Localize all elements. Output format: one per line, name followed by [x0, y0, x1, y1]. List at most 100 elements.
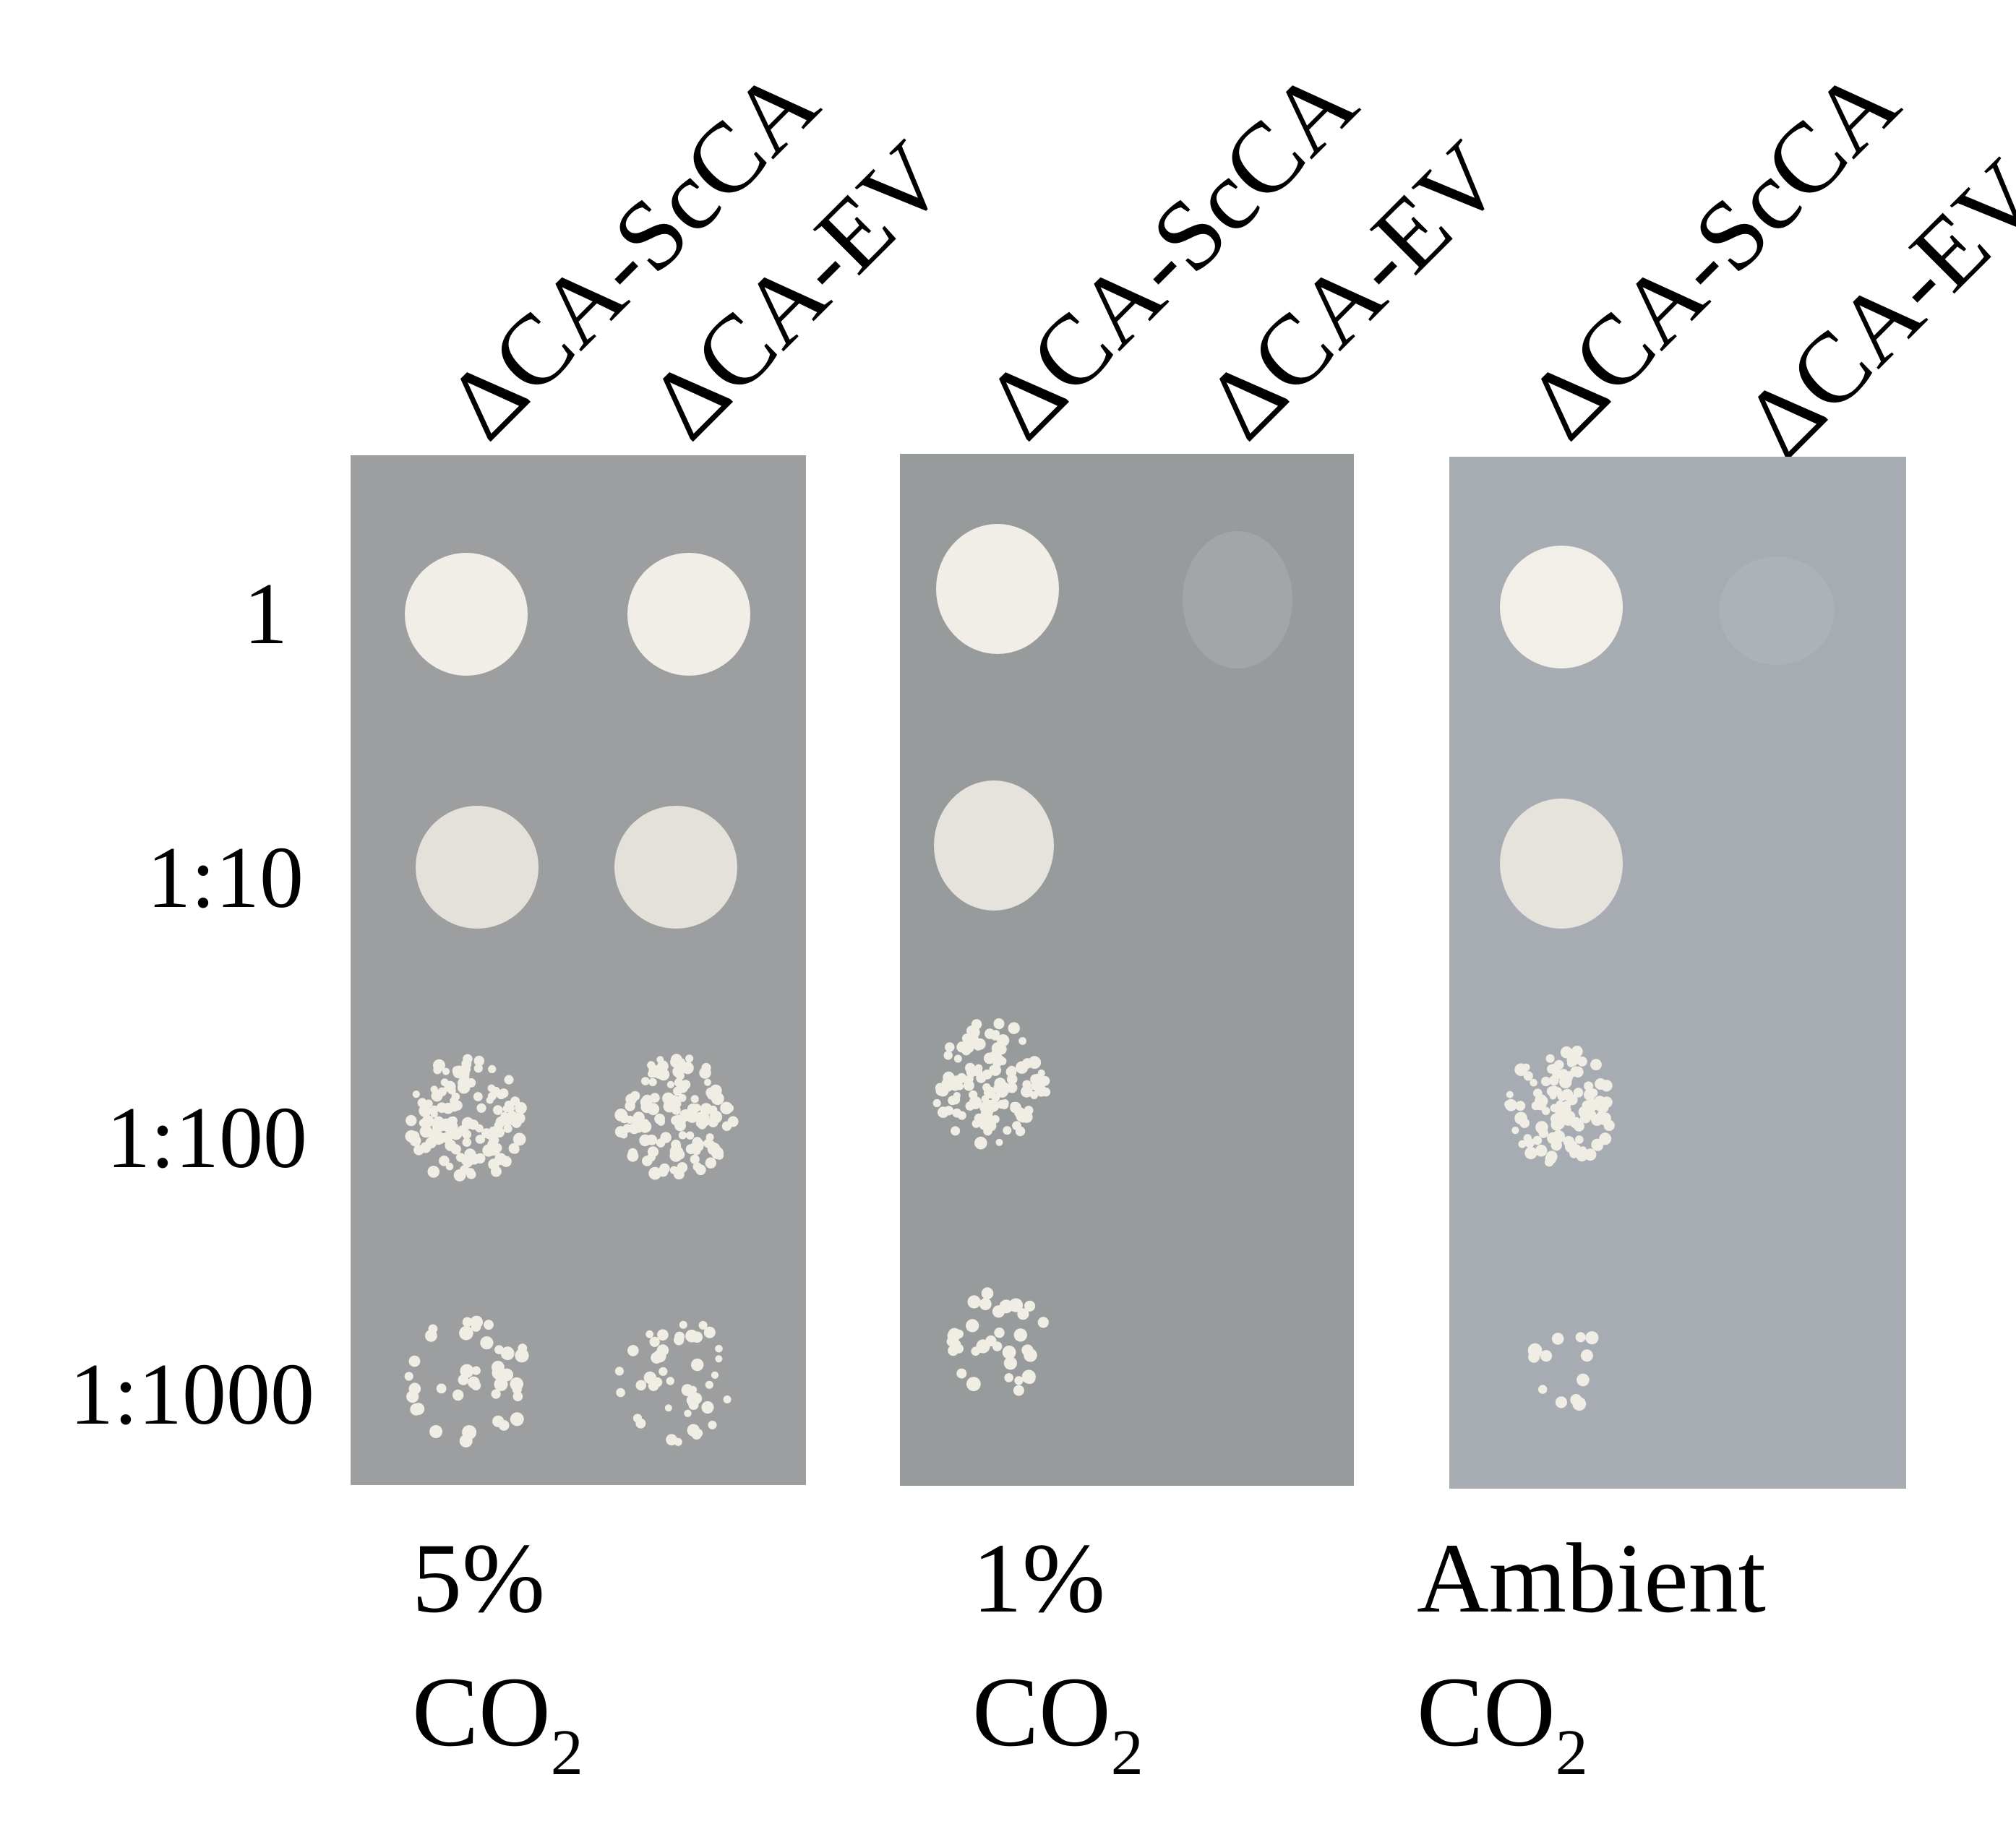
dilution-label: 1:100 — [106, 1089, 307, 1187]
colony — [711, 1371, 719, 1379]
colony — [666, 1080, 675, 1088]
colony — [1595, 1078, 1607, 1090]
colony — [961, 1046, 971, 1056]
colony — [953, 1092, 961, 1100]
colony — [487, 1084, 496, 1093]
colony — [473, 1055, 484, 1067]
colony — [666, 1377, 674, 1385]
colony — [986, 1099, 994, 1108]
colony — [725, 1104, 734, 1113]
colony — [1528, 1351, 1540, 1363]
colony — [1584, 1081, 1594, 1091]
colony — [1545, 1054, 1555, 1063]
colony — [1541, 1076, 1551, 1087]
colony — [701, 1401, 714, 1414]
colony — [647, 1103, 660, 1116]
colony — [641, 1119, 649, 1127]
colony — [503, 1124, 512, 1133]
colony — [410, 1403, 422, 1416]
colony — [691, 1358, 704, 1372]
spot-colonies — [1504, 1046, 1615, 1167]
colony — [664, 1404, 672, 1412]
colony — [990, 1064, 1001, 1076]
colony — [1535, 1098, 1547, 1111]
colony — [461, 1117, 474, 1130]
colony — [690, 1154, 700, 1164]
colony — [625, 1101, 635, 1111]
colony — [1514, 1063, 1527, 1076]
colony — [690, 1095, 699, 1104]
colony — [490, 1166, 502, 1177]
colony — [985, 1335, 997, 1347]
colony — [967, 1295, 981, 1309]
colony — [491, 1389, 501, 1399]
colony — [1584, 1148, 1597, 1161]
colony — [1002, 1345, 1016, 1359]
colony — [507, 1117, 516, 1125]
colony — [966, 1025, 977, 1036]
colony — [965, 1062, 976, 1074]
colony — [1022, 1080, 1031, 1090]
colony — [425, 1330, 437, 1342]
colony — [657, 1117, 665, 1126]
colony — [1018, 1037, 1026, 1045]
colony — [645, 1330, 654, 1338]
colony — [686, 1394, 699, 1406]
colony — [513, 1112, 526, 1124]
colony — [945, 1042, 955, 1052]
colony — [494, 1153, 507, 1166]
colony — [475, 1124, 484, 1133]
colony — [451, 1092, 460, 1101]
colony — [678, 1131, 687, 1140]
colony — [404, 1372, 413, 1381]
colony — [489, 1126, 499, 1137]
colony — [518, 1343, 528, 1354]
colony — [1580, 1349, 1593, 1362]
colony — [427, 1166, 440, 1178]
spot-colonies — [932, 1018, 1051, 1150]
colony — [1523, 1134, 1532, 1143]
colony — [463, 1054, 473, 1064]
colony — [473, 1064, 483, 1073]
condition-label: Ambient — [1417, 1523, 1766, 1633]
spot-sparse-colonies — [614, 1320, 732, 1446]
colony — [705, 1380, 713, 1389]
colony — [1561, 1114, 1572, 1126]
colony — [1556, 1100, 1564, 1109]
colony — [1575, 1332, 1586, 1343]
colony — [408, 1355, 421, 1367]
colony — [1005, 1066, 1017, 1077]
colony — [991, 1115, 1000, 1124]
condition-label-co2: CO2 — [412, 1656, 583, 1789]
colony — [432, 1121, 445, 1133]
dilution-labels: 1 1:10 1:100 1:1000 — [69, 565, 314, 1443]
colony — [1530, 1078, 1537, 1087]
colony — [685, 1131, 695, 1140]
colony — [657, 1329, 669, 1341]
colony — [484, 1320, 494, 1330]
colony — [1014, 1376, 1024, 1385]
colony — [648, 1064, 661, 1078]
colony — [698, 1120, 707, 1130]
colony — [1028, 1056, 1042, 1070]
colony — [979, 1119, 990, 1130]
colony — [406, 1114, 417, 1127]
colony — [444, 1080, 456, 1093]
colony — [998, 1082, 1011, 1095]
colony — [635, 1380, 647, 1391]
colony — [1024, 1106, 1034, 1115]
colony — [1570, 1394, 1582, 1406]
colony — [1013, 1385, 1024, 1396]
colony — [656, 1138, 666, 1148]
colony — [1021, 1344, 1034, 1356]
spots-ambient — [1500, 546, 1835, 1411]
colony — [459, 1069, 470, 1080]
colony — [473, 1092, 483, 1101]
colony — [512, 1391, 523, 1402]
colony — [512, 1132, 526, 1146]
colony — [1041, 1087, 1051, 1097]
colony — [1551, 1333, 1564, 1345]
colony — [1535, 1144, 1548, 1157]
colony — [632, 1111, 645, 1124]
